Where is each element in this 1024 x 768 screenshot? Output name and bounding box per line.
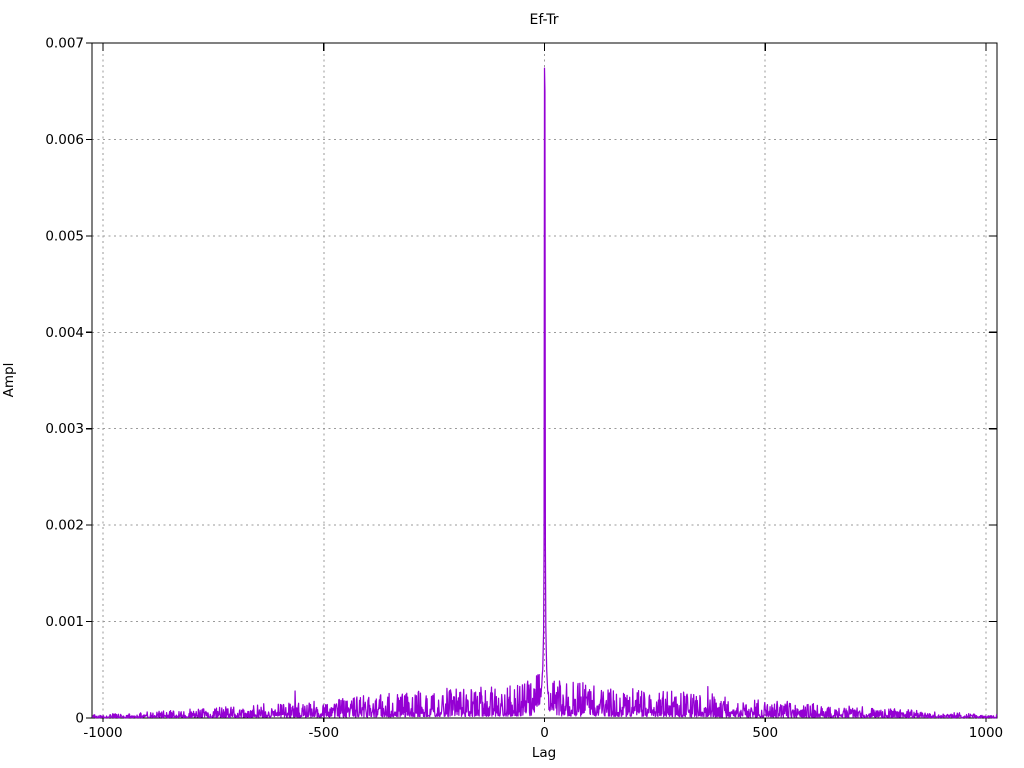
svg-text:0.004: 0.004 <box>45 325 84 341</box>
y-tick-labels: 0 0.001 0.002 0.003 0.004 0.005 0.006 0.007 <box>45 36 84 727</box>
svg-text:0.005: 0.005 <box>45 228 84 244</box>
svg-text:-1000: -1000 <box>83 725 122 741</box>
tick-marks <box>86 42 997 722</box>
svg-text:0.001: 0.001 <box>45 614 84 630</box>
svg-text:0: 0 <box>75 711 84 727</box>
data-series-line <box>91 67 998 719</box>
svg-text:-500: -500 <box>308 725 339 741</box>
svg-text:0.003: 0.003 <box>45 421 84 437</box>
svg-text:0.007: 0.007 <box>45 36 84 52</box>
y-axis-label: Ampl <box>1 363 17 398</box>
x-tick-labels: -1000 -500 0 500 1000 <box>83 725 1003 741</box>
svg-text:500: 500 <box>752 725 778 741</box>
svg-text:1000: 1000 <box>969 725 1003 741</box>
x-axis-label: Lag <box>532 745 556 761</box>
svg-text:0.002: 0.002 <box>45 518 84 534</box>
chart-title: Ef-Tr <box>529 12 558 28</box>
svg-text:0: 0 <box>540 725 549 741</box>
svg-text:0.006: 0.006 <box>45 132 84 148</box>
